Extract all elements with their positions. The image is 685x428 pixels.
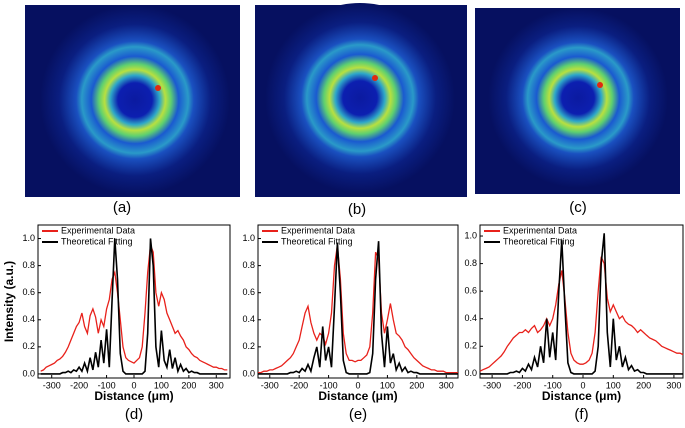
x-tick-label: -100 (544, 380, 562, 390)
y-tick-label: 1.0 (242, 233, 255, 243)
x-tick-label: 300 (209, 380, 224, 390)
series-line (40, 238, 228, 375)
x-tick-label: 200 (636, 380, 651, 390)
x-axis-label: Distance (μm) (94, 389, 173, 403)
hot-spot (155, 85, 161, 91)
image-caption: (b) (348, 201, 366, 218)
series-line (480, 233, 683, 375)
y-tick-label: 0.6 (22, 287, 35, 297)
x-tick-label: -300 (483, 380, 501, 390)
y-tick-label: 0.0 (22, 368, 35, 378)
y-tick-label: 0.2 (22, 341, 35, 351)
x-tick-label: 200 (181, 380, 196, 390)
series-line (258, 245, 458, 374)
x-tick-label: 100 (380, 380, 395, 390)
series-line (479, 256, 684, 372)
y-tick-label: 0.8 (242, 260, 255, 270)
x-tick-label: 100 (154, 380, 169, 390)
beam-ring (265, 3, 455, 193)
plot-frame (257, 224, 459, 379)
chart-caption: (e) (349, 406, 367, 423)
y-axis-label: Intensity (a.u.) (2, 261, 16, 342)
x-tick-label: -200 (70, 380, 88, 390)
legend-label: Experimental Data (281, 225, 355, 235)
x-tick-label: -300 (43, 380, 61, 390)
x-tick-label: 0 (355, 380, 360, 390)
x-tick-label: -100 (98, 380, 116, 390)
y-tick-label: 0.0 (464, 368, 477, 378)
image-caption: (c) (569, 199, 587, 216)
plot-frame (479, 224, 684, 379)
legend-label: Theoretical Fitting (503, 236, 575, 246)
y-tick-label: 0.4 (22, 314, 35, 324)
chart-caption: (d) (125, 406, 143, 423)
x-tick-label: 300 (666, 380, 681, 390)
x-tick-label: -100 (320, 380, 338, 390)
x-tick-label: 100 (606, 380, 621, 390)
y-tick-label: 0.4 (242, 314, 255, 324)
y-tick-label: 1.0 (22, 233, 35, 243)
x-tick-label: 300 (439, 380, 454, 390)
y-tick-label: 0.8 (22, 260, 35, 270)
x-axis-label: Distance (μm) (542, 389, 621, 403)
y-tick-label: 1.0 (464, 230, 477, 240)
y-tick-label: 0.2 (242, 341, 255, 351)
y-tick-label: 0.2 (464, 341, 477, 351)
chart-caption: (f) (574, 406, 588, 423)
beam-ring (488, 8, 668, 188)
legend-label: Theoretical Fitting (61, 236, 133, 246)
y-tick-label: 0.4 (464, 313, 477, 323)
series-line (258, 241, 458, 375)
x-tick-label: -200 (513, 380, 531, 390)
plot-frame (37, 224, 231, 379)
legend-label: Theoretical Fitting (281, 236, 353, 246)
hot-spot (372, 75, 378, 81)
x-tick-label: -300 (261, 380, 279, 390)
legend-label: Experimental Data (503, 225, 577, 235)
x-tick-label: 0 (581, 380, 586, 390)
x-tick-label: 200 (409, 380, 424, 390)
image-caption: (a) (113, 199, 131, 216)
y-tick-label: 0.6 (242, 287, 255, 297)
y-tick-label: 0.6 (464, 286, 477, 296)
legend-label: Experimental Data (61, 225, 135, 235)
beam-images (25, 3, 680, 197)
x-tick-label: 0 (131, 380, 136, 390)
x-tick-label: -200 (290, 380, 308, 390)
y-tick-label: 0.8 (464, 258, 477, 268)
series-line (40, 245, 228, 372)
beam-ring (40, 5, 230, 195)
x-axis-label: Distance (μm) (318, 389, 397, 403)
y-tick-label: 0.0 (242, 368, 255, 378)
hot-spot (597, 82, 603, 88)
